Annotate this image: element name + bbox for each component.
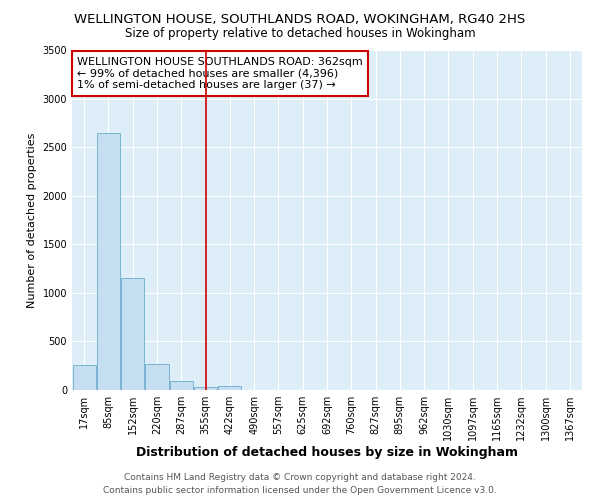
Bar — [97, 132, 120, 390]
Text: Contains HM Land Registry data © Crown copyright and database right 2024.
Contai: Contains HM Land Registry data © Crown c… — [103, 473, 497, 495]
X-axis label: Distribution of detached houses by size in Wokingham: Distribution of detached houses by size … — [136, 446, 518, 459]
Y-axis label: Number of detached properties: Number of detached properties — [27, 132, 37, 308]
Bar — [73, 364, 95, 390]
Text: WELLINGTON HOUSE, SOUTHLANDS ROAD, WOKINGHAM, RG40 2HS: WELLINGTON HOUSE, SOUTHLANDS ROAD, WOKIN… — [74, 12, 526, 26]
Bar — [145, 364, 169, 390]
Bar — [121, 278, 144, 390]
Text: Size of property relative to detached houses in Wokingham: Size of property relative to detached ho… — [125, 28, 475, 40]
Text: WELLINGTON HOUSE SOUTHLANDS ROAD: 362sqm
← 99% of detached houses are smaller (4: WELLINGTON HOUSE SOUTHLANDS ROAD: 362sqm… — [77, 57, 363, 90]
Bar — [170, 382, 193, 390]
Bar — [194, 387, 217, 390]
Bar — [218, 386, 241, 390]
